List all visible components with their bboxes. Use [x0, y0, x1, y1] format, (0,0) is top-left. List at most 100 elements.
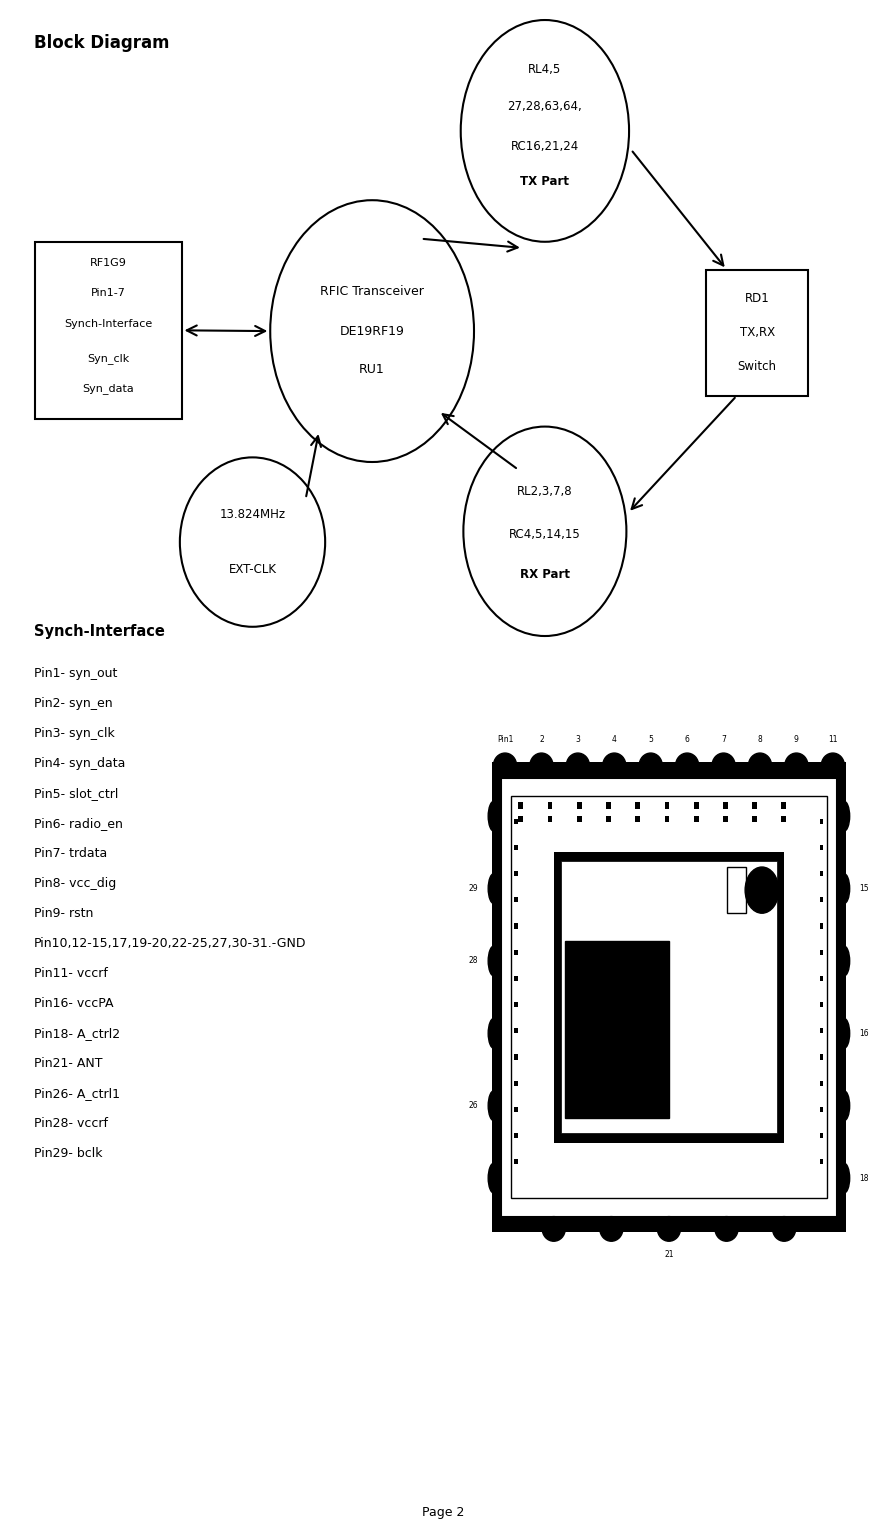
Text: Synch-Interface: Synch-Interface: [65, 319, 152, 330]
Ellipse shape: [494, 753, 517, 778]
Bar: [664, 816, 669, 822]
Text: RF1G9: RF1G9: [90, 257, 127, 268]
Bar: [820, 1029, 823, 1033]
Text: 16: 16: [859, 1029, 869, 1038]
Text: Syn_clk: Syn_clk: [88, 353, 129, 363]
Bar: [752, 802, 757, 808]
Bar: [514, 1055, 517, 1060]
Bar: [781, 816, 786, 822]
Text: RL4,5: RL4,5: [528, 63, 562, 75]
Text: 11: 11: [828, 735, 837, 744]
Text: Page 2: Page 2: [422, 1506, 464, 1518]
Bar: [548, 816, 552, 822]
Text: 3: 3: [575, 735, 580, 744]
Text: RL2,3,7,8: RL2,3,7,8: [517, 485, 572, 497]
Text: EXT-CLK: EXT-CLK: [229, 564, 276, 576]
Bar: [501, 778, 837, 1217]
Bar: [514, 924, 517, 929]
Text: Pin1: Pin1: [497, 735, 513, 744]
Text: 18: 18: [859, 1173, 869, 1183]
Text: 15: 15: [859, 884, 869, 893]
Text: 8: 8: [758, 735, 762, 744]
Ellipse shape: [542, 1217, 565, 1241]
Ellipse shape: [461, 20, 629, 242]
Ellipse shape: [837, 1018, 850, 1049]
Ellipse shape: [745, 867, 779, 913]
Text: Pin3- syn_clk: Pin3- syn_clk: [34, 727, 114, 739]
Bar: [820, 1107, 823, 1112]
Ellipse shape: [837, 873, 850, 904]
Bar: [514, 950, 517, 955]
Ellipse shape: [488, 873, 501, 904]
Text: Pin2- syn_en: Pin2- syn_en: [34, 696, 113, 710]
Bar: [820, 1160, 823, 1164]
Text: RC4,5,14,15: RC4,5,14,15: [509, 528, 580, 541]
Bar: [706, 270, 808, 396]
Text: 28: 28: [469, 956, 478, 966]
Text: Pin26- A_ctrl1: Pin26- A_ctrl1: [34, 1087, 120, 1100]
Text: Pin1-7: Pin1-7: [91, 288, 126, 299]
Text: Pin7- trdata: Pin7- trdata: [34, 847, 107, 859]
Text: Pin18- A_ctrl2: Pin18- A_ctrl2: [34, 1027, 120, 1040]
Text: Pin5- slot_ctrl: Pin5- slot_ctrl: [34, 787, 118, 799]
Bar: [820, 1133, 823, 1138]
Ellipse shape: [488, 801, 501, 832]
Text: 27,28,63,64,: 27,28,63,64,: [508, 100, 582, 112]
Bar: [820, 819, 823, 824]
Ellipse shape: [837, 946, 850, 976]
Bar: [820, 872, 823, 876]
Bar: [518, 816, 523, 822]
Text: Pin21- ANT: Pin21- ANT: [34, 1058, 102, 1070]
Bar: [606, 802, 610, 808]
Ellipse shape: [821, 753, 844, 778]
Bar: [561, 861, 777, 1133]
Bar: [727, 867, 746, 913]
Text: RC16,21,24: RC16,21,24: [510, 140, 579, 152]
Ellipse shape: [657, 1217, 680, 1241]
Ellipse shape: [676, 753, 699, 778]
Ellipse shape: [773, 1217, 796, 1241]
Text: 5: 5: [649, 735, 653, 744]
Bar: [723, 816, 727, 822]
Text: Pin16- vccPA: Pin16- vccPA: [34, 998, 113, 1010]
Text: RFIC Transceiver: RFIC Transceiver: [320, 285, 424, 297]
Ellipse shape: [749, 753, 772, 778]
Bar: [752, 816, 757, 822]
Text: Pin4- syn_data: Pin4- syn_data: [34, 758, 125, 770]
Ellipse shape: [639, 753, 662, 778]
Ellipse shape: [600, 1217, 623, 1241]
Bar: [514, 976, 517, 981]
Text: Pin6- radio_en: Pin6- radio_en: [34, 818, 122, 830]
Bar: [694, 816, 698, 822]
Text: Pin9- rstn: Pin9- rstn: [34, 907, 93, 919]
Text: RD1: RD1: [745, 293, 769, 305]
Bar: [514, 1029, 517, 1033]
Ellipse shape: [488, 1163, 501, 1194]
Bar: [511, 796, 827, 1198]
Bar: [723, 802, 727, 808]
Ellipse shape: [180, 457, 325, 627]
Ellipse shape: [270, 200, 474, 462]
Text: RU1: RU1: [359, 363, 385, 376]
Bar: [514, 898, 517, 902]
Text: 6: 6: [685, 735, 689, 744]
Bar: [514, 872, 517, 876]
Bar: [514, 845, 517, 850]
Bar: [514, 1133, 517, 1138]
Bar: [554, 852, 784, 1143]
Bar: [514, 1081, 517, 1086]
Text: Pin28- vccrf: Pin28- vccrf: [34, 1118, 108, 1130]
Ellipse shape: [837, 801, 850, 832]
Text: Block Diagram: Block Diagram: [34, 34, 169, 52]
Ellipse shape: [566, 753, 589, 778]
Text: 9: 9: [794, 735, 799, 744]
Ellipse shape: [837, 1163, 850, 1194]
Bar: [565, 941, 669, 1118]
Text: Pin10,12-15,17,19-20,22-25,27,30-31.-GND: Pin10,12-15,17,19-20,22-25,27,30-31.-GND: [34, 936, 307, 950]
Text: 4: 4: [612, 735, 617, 744]
Ellipse shape: [715, 1217, 738, 1241]
Bar: [35, 242, 182, 419]
Bar: [820, 1055, 823, 1060]
Text: Pin29- bclk: Pin29- bclk: [34, 1147, 102, 1160]
Bar: [820, 1081, 823, 1086]
